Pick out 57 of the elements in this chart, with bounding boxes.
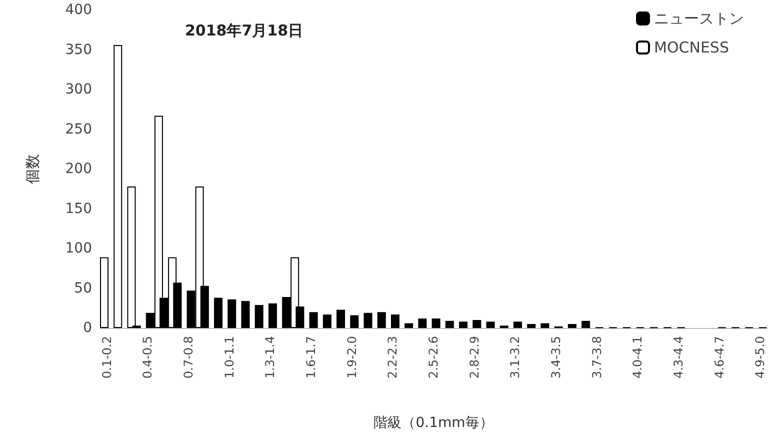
bar — [404, 323, 414, 328]
bar — [418, 318, 427, 328]
legend-label: ニューストン — [654, 10, 744, 28]
bar — [390, 314, 400, 328]
x-tick-label: 4.0-4.1 — [630, 336, 645, 378]
bar — [350, 315, 359, 328]
x-tick-label: 3.7-3.8 — [590, 336, 604, 378]
bar — [568, 324, 576, 328]
x-tick-label: 2.8-2.9 — [467, 336, 482, 378]
bar — [100, 257, 109, 328]
text: 2018年7月18日 — [185, 22, 304, 40]
bar — [268, 303, 277, 328]
bar — [432, 318, 440, 328]
y-tick-label: 50 — [74, 280, 92, 296]
y-tick-label: 350 — [65, 42, 92, 58]
bar — [254, 304, 264, 328]
x-tick-label: 3.4-3.5 — [549, 336, 564, 378]
bar — [228, 299, 236, 328]
legend-label: MOCNESS — [654, 38, 729, 56]
x-tick-label: 0.7-0.8 — [181, 336, 196, 378]
x-tick-label: 4.6-4.7 — [712, 336, 726, 378]
y-tick-label: 250 — [65, 121, 92, 138]
bar — [540, 323, 550, 328]
bar — [582, 320, 590, 328]
bar — [486, 322, 495, 328]
bar — [527, 324, 536, 328]
x-tick-label: 1.9-2.0 — [344, 336, 359, 378]
bar — [322, 314, 332, 328]
x-tick-label: 4.3-4.4 — [672, 336, 686, 378]
bar — [377, 312, 386, 328]
bar — [214, 298, 223, 328]
x-tick-label: 2.2-2.3 — [386, 336, 400, 378]
bar — [364, 312, 372, 328]
y-tick-label: 100 — [65, 240, 92, 256]
bar — [336, 310, 346, 328]
x-tick-label: 0.1-0.2 — [100, 336, 114, 378]
y-axis-title: 個数 — [24, 154, 42, 184]
bar — [241, 300, 250, 328]
y-tick-label: 0 — [83, 320, 92, 336]
bar — [472, 320, 482, 328]
y-tick-label: 150 — [65, 200, 92, 217]
x-tick-label: 0.4-0.5 — [140, 336, 155, 378]
bar — [445, 320, 454, 328]
bar — [309, 312, 318, 328]
y-tick-label: 400 — [65, 2, 92, 18]
bar — [513, 322, 522, 328]
x-axis-title: 階級（0.1mm毎） — [374, 415, 494, 431]
y-tick-label: 200 — [65, 161, 92, 177]
bar — [114, 44, 122, 328]
bar — [459, 322, 468, 328]
x-tick-label: 1.3-1.4 — [263, 336, 278, 378]
x-tick-label: 1.0-1.1 — [222, 336, 236, 378]
x-tick-label: 3.1-3.2 — [508, 336, 522, 378]
y-tick-label: 300 — [65, 82, 92, 98]
x-tick-label: 1.6-1.7 — [304, 336, 318, 378]
x-tick-label: 4.9-5.0 — [753, 336, 768, 378]
x-tick-label: 2.5-2.6 — [426, 336, 440, 378]
